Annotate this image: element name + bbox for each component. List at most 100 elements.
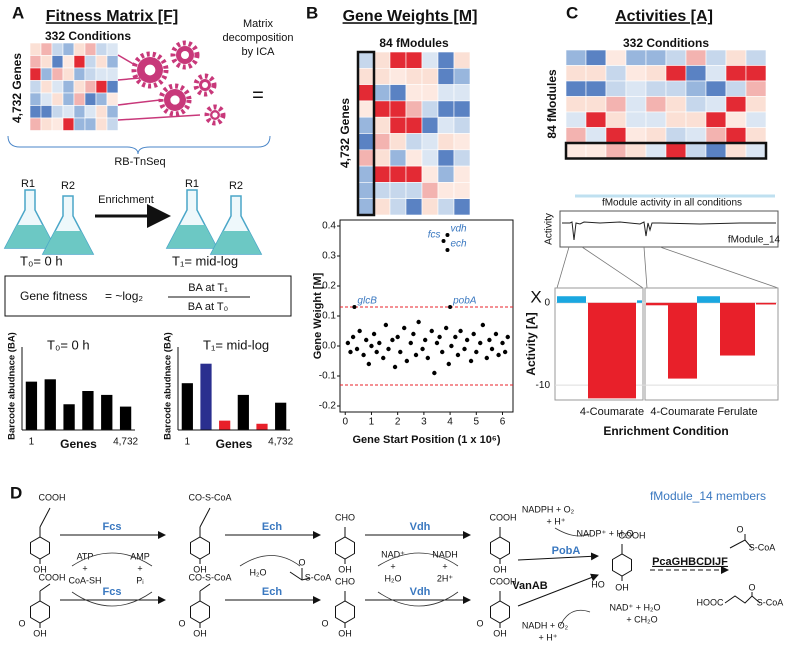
heatmap-cell — [62, 105, 75, 119]
structure-label: OH — [33, 628, 47, 638]
heatmap-cell — [389, 149, 407, 167]
heatmap-cell — [389, 84, 407, 102]
point — [381, 355, 386, 361]
heatmap-cell — [705, 127, 727, 144]
heatmap-cell — [84, 67, 97, 81]
heatmap-cell — [725, 127, 747, 144]
enzyme-label: PobA — [552, 545, 581, 557]
x-tick-label: 5 — [474, 417, 480, 428]
bracket — [7, 135, 271, 155]
heatmap-cell — [95, 105, 108, 119]
bond — [199, 507, 211, 528]
heatmap-cell — [405, 51, 423, 69]
enzyme-label: Vdh — [410, 521, 431, 533]
heatmap-cell — [625, 127, 647, 144]
heatmap-cell — [357, 68, 375, 85]
heatmap-cell — [29, 55, 42, 69]
decomposition-text: by ICA — [241, 46, 275, 58]
column-label: 84 fModules — [379, 36, 449, 50]
heatmap-cell — [437, 149, 455, 167]
point — [398, 349, 403, 355]
row-label: 4,732 Genes — [10, 53, 24, 123]
point — [443, 325, 449, 331]
point — [348, 349, 353, 355]
heatmap-cell — [421, 116, 439, 134]
heatmap-cell — [437, 182, 455, 199]
point-label: vdh — [450, 224, 467, 235]
y-axis-label: Activity [A] — [524, 312, 538, 375]
heatmap-cell — [685, 65, 707, 82]
benzene-ring — [612, 553, 632, 577]
bar — [200, 363, 212, 430]
heatmap-cell — [665, 127, 687, 144]
heatmap-cell — [685, 96, 707, 113]
structure-label: HOOC — [697, 597, 725, 607]
heatmap-cell — [405, 116, 423, 134]
heatmap-cell — [405, 198, 423, 216]
gear-hole — [144, 64, 156, 76]
facet-frame — [644, 287, 779, 401]
gear — [170, 40, 200, 70]
highlight-column — [356, 50, 376, 217]
heatmap-cell — [62, 92, 75, 106]
heatmap-cell — [745, 142, 767, 159]
structure-label: O — [476, 618, 483, 628]
structure-label: HO — [591, 579, 605, 589]
heatmap-cell — [95, 117, 108, 131]
bond — [39, 583, 51, 592]
row-label: 84 fModules — [545, 69, 559, 139]
structure-label: CO-S-CoA — [188, 572, 231, 582]
heatmap-cell — [453, 51, 471, 69]
flask-medium — [43, 231, 93, 254]
enzyme-label: Vdh — [410, 586, 431, 598]
gear-link — [117, 114, 201, 121]
point — [377, 340, 382, 346]
heatmap-cell — [29, 92, 42, 106]
heatmap-cell — [73, 55, 86, 69]
bar — [697, 296, 720, 303]
point — [383, 322, 389, 328]
heatmap-cell — [705, 96, 727, 113]
point-label: ech — [450, 239, 467, 250]
chart-title: T₁= mid-log — [203, 337, 269, 352]
heatmap-cell — [437, 198, 455, 216]
structure-label: OH — [338, 564, 352, 574]
point — [500, 340, 505, 346]
heatmap-cell — [405, 133, 423, 151]
bond — [39, 507, 51, 528]
heatmap-cell — [745, 111, 767, 128]
x-tick-label: 4-Coumarate — [650, 406, 714, 418]
equals-sign: = — [252, 84, 264, 106]
heatmap-cell — [605, 111, 627, 128]
heatmap-cell — [421, 68, 439, 85]
heatmap-cell — [29, 105, 42, 119]
reaction-arrow — [517, 573, 599, 607]
heatmap-cell — [625, 96, 647, 113]
cofactor-label: + — [442, 561, 447, 571]
heatmap-cell — [51, 117, 64, 131]
benzene-ring — [335, 600, 355, 624]
cofactor-arc — [239, 555, 301, 567]
point — [502, 349, 508, 355]
bar — [101, 394, 113, 430]
times-sign: X — [530, 287, 541, 306]
bar — [237, 394, 249, 430]
gear — [158, 83, 192, 117]
formula-denominator: BA at T₀ — [188, 301, 228, 313]
heatmap-cell — [29, 80, 42, 94]
enzyme-label: VanAB — [512, 580, 548, 592]
heatmap-cell — [437, 165, 455, 183]
point — [474, 349, 479, 355]
heatmap-cell — [357, 116, 375, 134]
point — [429, 328, 434, 334]
heatmap-cell — [106, 117, 119, 131]
structure-label: O — [321, 618, 328, 628]
heatmap-cell — [405, 165, 423, 183]
cofactor-arc — [377, 552, 459, 567]
bar — [44, 379, 56, 430]
heatmap-cell — [665, 80, 687, 97]
heatmap-cell — [373, 149, 391, 167]
heatmap-cell — [73, 42, 86, 56]
point-label: fcs — [428, 230, 441, 241]
heatmap-cell — [645, 49, 667, 66]
